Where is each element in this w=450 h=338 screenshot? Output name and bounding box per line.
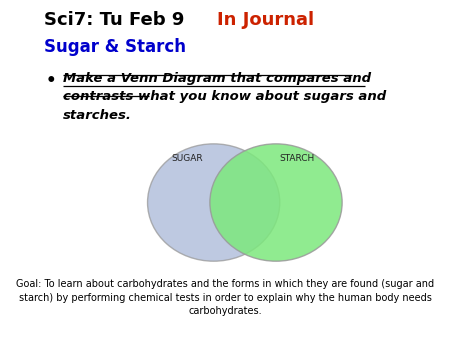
Circle shape <box>148 144 280 261</box>
Text: STARCH: STARCH <box>279 154 315 163</box>
Text: In Journal: In Journal <box>217 11 315 29</box>
Text: •: • <box>45 72 56 90</box>
Text: SUGAR: SUGAR <box>171 154 203 163</box>
Text: Make a Venn Diagram that compares and
contrasts what you know about sugars and
s: Make a Venn Diagram that compares and co… <box>63 72 386 122</box>
Text: Goal: To learn about carbohydrates and the forms in which they are found (sugar : Goal: To learn about carbohydrates and t… <box>16 279 434 316</box>
Text: Sci7: Tu Feb 9: Sci7: Tu Feb 9 <box>44 11 184 29</box>
Text: Sugar & Starch: Sugar & Starch <box>44 38 186 56</box>
Circle shape <box>210 144 342 261</box>
